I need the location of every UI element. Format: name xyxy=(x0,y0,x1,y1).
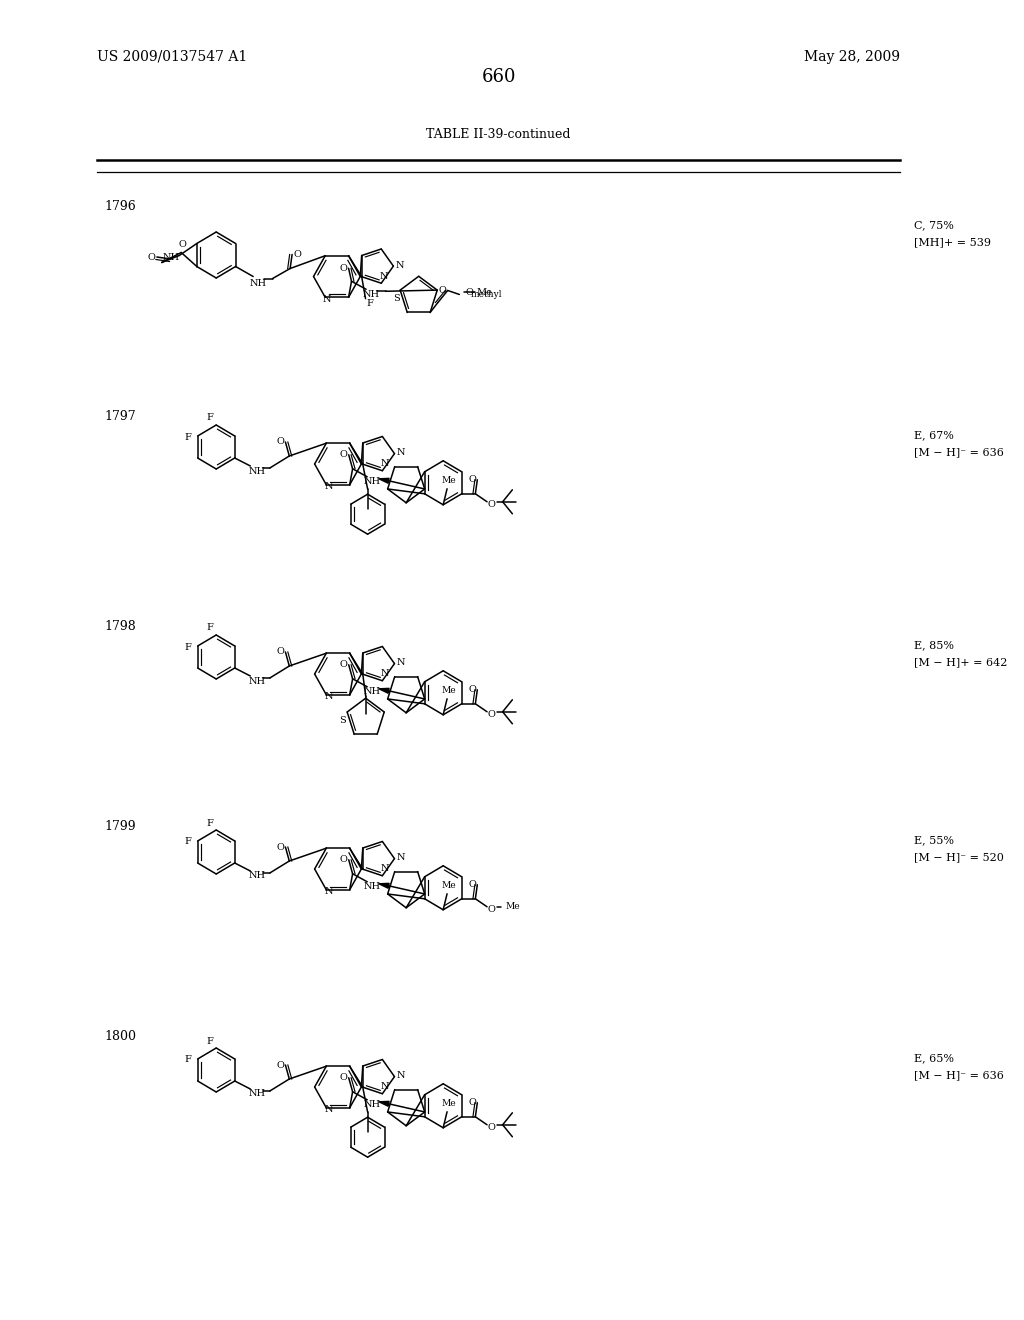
Text: O: O xyxy=(178,240,186,249)
Text: Me: Me xyxy=(477,288,493,297)
Text: N: N xyxy=(325,887,334,896)
Polygon shape xyxy=(379,478,389,483)
Text: NH: NH xyxy=(364,688,381,696)
Text: NH: NH xyxy=(364,882,381,891)
Text: E, 85%: E, 85% xyxy=(913,640,953,649)
Text: N: N xyxy=(381,669,389,678)
Text: F: F xyxy=(184,643,191,652)
Text: 1797: 1797 xyxy=(104,411,136,422)
Text: F: F xyxy=(206,623,213,632)
Text: O: O xyxy=(469,475,476,484)
Text: 660: 660 xyxy=(481,69,516,86)
Text: O: O xyxy=(276,842,285,851)
Text: NH: NH xyxy=(249,466,265,475)
Text: O: O xyxy=(340,660,348,669)
Text: N: N xyxy=(380,272,388,281)
Text: F: F xyxy=(184,1056,191,1064)
Text: O: O xyxy=(340,1073,348,1082)
Text: N: N xyxy=(325,1105,334,1114)
Text: O: O xyxy=(340,450,348,459)
Text: [M − H]⁻ = 520: [M − H]⁻ = 520 xyxy=(913,851,1004,862)
Text: O: O xyxy=(147,252,155,261)
Text: 1798: 1798 xyxy=(104,620,136,634)
Text: methyl: methyl xyxy=(471,290,503,298)
Text: N: N xyxy=(397,447,406,457)
Text: Me: Me xyxy=(441,477,457,486)
Polygon shape xyxy=(379,883,389,888)
Text: O: O xyxy=(293,249,301,259)
Text: NH: NH xyxy=(249,676,265,685)
Text: F: F xyxy=(206,413,213,422)
Text: O: O xyxy=(439,286,446,294)
Text: E, 65%: E, 65% xyxy=(913,1053,953,1063)
Text: N: N xyxy=(397,853,406,862)
Text: O: O xyxy=(465,288,473,297)
Text: N: N xyxy=(381,459,389,469)
Text: O: O xyxy=(340,264,347,273)
Text: O: O xyxy=(276,437,285,446)
Text: C, 75%: C, 75% xyxy=(913,220,953,230)
Text: [M − H]⁻ = 636: [M − H]⁻ = 636 xyxy=(913,447,1004,457)
Text: [M − H]⁻ = 636: [M − H]⁻ = 636 xyxy=(913,1071,1004,1080)
Text: May 28, 2009: May 28, 2009 xyxy=(804,50,900,63)
Text: N: N xyxy=(396,260,404,269)
Text: N: N xyxy=(397,659,406,667)
Text: NH: NH xyxy=(249,1089,265,1098)
Text: F: F xyxy=(206,818,213,828)
Text: O: O xyxy=(488,906,496,915)
Text: 1796: 1796 xyxy=(104,201,136,213)
Text: O: O xyxy=(276,648,285,656)
Text: [MH]+ = 539: [MH]+ = 539 xyxy=(913,238,990,247)
Text: NH: NH xyxy=(250,279,266,288)
Text: NH: NH xyxy=(163,253,180,261)
Polygon shape xyxy=(379,688,389,693)
Text: O: O xyxy=(488,500,496,510)
Text: TABLE II-39-continued: TABLE II-39-continued xyxy=(426,128,571,141)
Text: NH: NH xyxy=(364,478,381,486)
Text: Me: Me xyxy=(441,882,457,890)
Text: F: F xyxy=(206,1036,213,1045)
Text: O: O xyxy=(469,685,476,694)
Text: [M − H]+ = 642: [M − H]+ = 642 xyxy=(913,657,1007,667)
Text: NH: NH xyxy=(249,871,265,880)
Text: NH: NH xyxy=(362,290,380,298)
Text: E, 67%: E, 67% xyxy=(913,430,953,440)
Polygon shape xyxy=(379,1101,389,1106)
Text: S: S xyxy=(393,293,399,302)
Text: S: S xyxy=(339,715,346,725)
Text: N: N xyxy=(325,692,334,701)
Text: O: O xyxy=(276,1060,285,1069)
Text: F: F xyxy=(184,433,191,441)
Text: Me: Me xyxy=(441,1100,457,1109)
Text: O: O xyxy=(340,855,348,865)
Text: O: O xyxy=(488,1123,496,1133)
Text: US 2009/0137547 A1: US 2009/0137547 A1 xyxy=(97,50,248,63)
Text: O: O xyxy=(469,1098,476,1107)
Text: Me: Me xyxy=(505,903,520,911)
Text: Me: Me xyxy=(441,686,457,696)
Text: N: N xyxy=(397,1071,406,1080)
Text: 1800: 1800 xyxy=(104,1030,136,1043)
Text: O: O xyxy=(469,880,476,890)
Text: O: O xyxy=(488,710,496,719)
Text: E, 55%: E, 55% xyxy=(913,836,953,845)
Text: F: F xyxy=(184,837,191,846)
Text: N: N xyxy=(323,294,332,304)
Text: N: N xyxy=(381,865,389,874)
Text: N: N xyxy=(325,482,334,491)
Text: NH: NH xyxy=(364,1101,381,1109)
Text: 1799: 1799 xyxy=(104,820,136,833)
Text: N: N xyxy=(381,1082,389,1092)
Text: F: F xyxy=(366,300,373,308)
